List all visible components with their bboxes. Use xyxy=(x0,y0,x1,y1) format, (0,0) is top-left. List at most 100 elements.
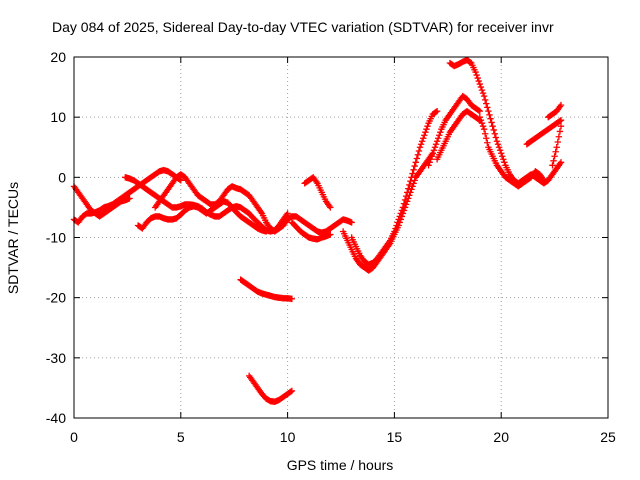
data-point xyxy=(476,80,484,88)
data-point xyxy=(484,139,491,146)
data-point xyxy=(472,68,479,76)
series-arc-p xyxy=(476,113,548,190)
data-point xyxy=(422,129,429,136)
data-point xyxy=(479,122,487,130)
series-arc-e xyxy=(151,171,283,235)
data-point xyxy=(481,96,489,104)
data-point xyxy=(557,159,565,166)
data-point xyxy=(126,195,133,202)
series-arc-s xyxy=(549,122,565,169)
series-arc-k xyxy=(339,150,437,274)
data-point xyxy=(430,147,438,154)
data-point xyxy=(418,138,426,145)
x-axis-label: GPS time / hours xyxy=(287,457,394,473)
data-point xyxy=(552,148,559,155)
data-point xyxy=(475,77,482,85)
series-arc-o xyxy=(446,56,565,187)
y-tick-label: -30 xyxy=(46,350,66,366)
data-point xyxy=(492,134,500,141)
data-point xyxy=(412,159,419,166)
data-point xyxy=(426,159,433,166)
data-point xyxy=(551,153,558,160)
data-point xyxy=(398,207,406,214)
y-tick-label: -10 xyxy=(46,230,66,246)
series-arc-q xyxy=(523,116,565,148)
data-point xyxy=(477,116,485,124)
data-point xyxy=(557,116,565,124)
x-tick-label: 25 xyxy=(600,429,616,445)
series-arc-b xyxy=(70,183,133,220)
data-point xyxy=(432,141,440,148)
data-point xyxy=(556,128,564,135)
data-point xyxy=(476,113,484,121)
chart-title: Day 084 of 2025, Sidereal Day-to-day VTE… xyxy=(52,19,554,35)
data-point xyxy=(421,132,428,139)
axis-ticks: 0 5 10 15 20 25 -40 -30 -20 -10 0 10 20 xyxy=(46,49,616,445)
x-tick-label: 5 xyxy=(177,429,185,445)
data-point xyxy=(420,135,427,142)
data-point xyxy=(557,101,565,109)
series-arc-n xyxy=(433,107,484,163)
data-point xyxy=(500,156,507,163)
data-point xyxy=(409,183,416,190)
data-point xyxy=(263,228,270,235)
data-point xyxy=(501,159,508,166)
y-tick-label: 20 xyxy=(50,49,66,65)
data-point xyxy=(550,157,557,164)
data-point xyxy=(483,135,490,142)
data-point xyxy=(483,100,490,107)
series-arc-i xyxy=(288,219,334,243)
data-point xyxy=(480,92,488,100)
data-point xyxy=(327,231,334,238)
data-point xyxy=(491,130,498,137)
data-point xyxy=(411,162,418,170)
data-point xyxy=(399,204,407,211)
data-point xyxy=(392,225,399,232)
data-point xyxy=(488,119,495,126)
grid-layer xyxy=(74,57,608,418)
data-point xyxy=(556,117,564,125)
data-point xyxy=(410,166,417,174)
y-tick-label: 10 xyxy=(50,109,66,125)
data-point xyxy=(437,129,444,136)
data-point xyxy=(490,126,497,134)
data-point xyxy=(327,204,334,211)
data-point xyxy=(423,126,430,133)
data-point xyxy=(409,170,416,177)
data-point xyxy=(494,141,502,148)
data-point xyxy=(553,144,560,151)
data-point xyxy=(432,108,440,116)
data-point xyxy=(485,107,492,115)
x-tick-label: 10 xyxy=(280,429,296,445)
data-point xyxy=(348,219,355,226)
data-point xyxy=(480,126,488,133)
data-point xyxy=(474,74,481,82)
data-point xyxy=(549,162,556,169)
data-point xyxy=(413,155,421,162)
data-point xyxy=(400,200,408,207)
data-point xyxy=(391,228,398,235)
data-point xyxy=(431,144,439,151)
data-point xyxy=(496,147,504,154)
data-point xyxy=(414,151,422,158)
data-point xyxy=(554,138,562,146)
data-point xyxy=(404,189,411,196)
data-point xyxy=(415,147,423,155)
series-arc-h xyxy=(275,213,355,236)
data-point xyxy=(484,104,491,111)
data-point xyxy=(487,115,494,122)
data-point xyxy=(396,213,403,220)
data-point xyxy=(287,388,295,395)
data-point xyxy=(473,71,480,79)
data-point xyxy=(486,111,493,119)
data-point xyxy=(408,186,415,193)
data-point xyxy=(481,130,489,137)
data-point xyxy=(428,153,435,160)
data-point xyxy=(477,83,485,91)
y-tick-label: 0 xyxy=(58,169,66,185)
data-points xyxy=(70,56,565,405)
data-point xyxy=(402,192,410,200)
series-arc-g xyxy=(245,372,296,405)
data-point xyxy=(493,138,501,145)
